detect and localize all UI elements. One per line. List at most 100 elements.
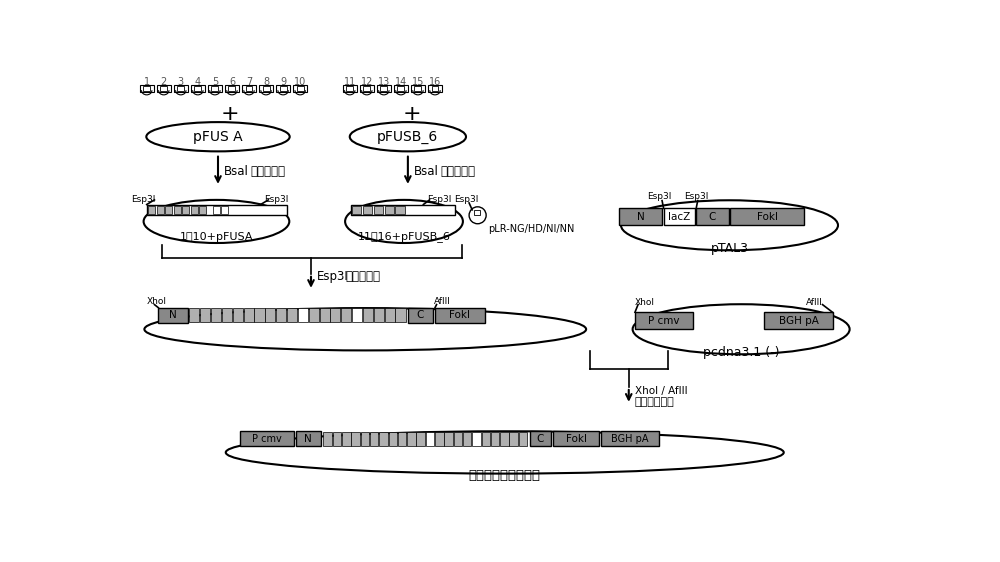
Text: 16: 16 [429,76,441,87]
Text: Esp3I: Esp3I [264,196,289,205]
Bar [519,432,527,446]
Bar [601,431,659,446]
Bar [394,85,408,92]
Ellipse shape [146,122,290,151]
Bar [361,432,369,446]
Text: C: C [709,212,716,222]
Bar [221,206,228,214]
Text: Xhol: Xhol [147,297,167,306]
Bar [211,86,218,91]
Ellipse shape [144,308,586,351]
Bar [194,86,201,91]
Bar [346,86,353,91]
Bar [213,206,220,214]
Bar [363,309,373,323]
Bar [388,432,397,446]
Bar [428,85,442,92]
Bar [330,309,340,323]
Text: P cmv: P cmv [252,433,282,443]
Bar [240,431,294,446]
Text: 15: 15 [412,76,424,87]
Bar [189,309,199,323]
Bar [474,210,480,215]
Bar [500,432,509,446]
Text: 5: 5 [212,76,218,87]
Bar [191,206,198,214]
Bar [147,205,287,215]
Bar [263,86,270,91]
Bar [244,309,254,323]
Text: pTAL3: pTAL3 [710,242,748,255]
Bar [309,309,319,323]
Text: 酒切、连接: 酒切、连接 [251,165,286,178]
Bar [222,309,232,323]
Bar [342,432,351,446]
Text: 8: 8 [263,76,269,87]
Text: BGH pA: BGH pA [779,316,818,326]
Bar [296,431,321,446]
Bar [398,432,406,446]
Bar [333,432,341,446]
Bar [374,206,383,214]
Bar [454,432,462,446]
Text: Esp3I: Esp3I [648,192,672,201]
Bar [211,309,221,323]
Bar [491,432,499,446]
Bar [254,309,264,323]
Bar [287,309,297,323]
Text: 9: 9 [280,76,286,87]
Text: pFUSB_6: pFUSB_6 [377,130,438,144]
Text: 酒切、连接: 酒切、连接 [346,270,381,283]
Bar [174,206,181,214]
Bar [200,309,210,323]
Text: Bsal: Bsal [224,165,249,178]
Bar [225,85,239,92]
Text: Esp3I: Esp3I [684,192,708,201]
Bar [370,432,378,446]
Bar [343,85,357,92]
Bar [435,307,485,323]
Bar [635,312,693,329]
Bar [664,209,695,225]
Bar [140,85,154,92]
Bar [352,206,361,214]
Bar [228,86,235,91]
Bar [352,309,362,323]
Ellipse shape [345,200,463,243]
Text: 2: 2 [161,76,167,87]
Text: AflII: AflII [806,298,823,307]
Text: 10: 10 [294,76,306,87]
Text: C: C [537,433,544,443]
Bar [696,209,729,225]
Text: 1˹10+pFUSA: 1˹10+pFUSA [180,232,253,242]
Text: N: N [304,433,312,443]
Bar [165,206,172,214]
Bar [482,432,490,446]
Bar [143,86,150,91]
Bar [363,86,370,91]
Bar [395,309,406,323]
Bar [509,432,518,446]
Bar [764,312,833,329]
Bar [351,205,455,215]
Bar [276,309,286,323]
Bar [408,307,433,323]
Bar [380,86,387,91]
Bar [432,86,438,91]
Bar [363,206,372,214]
Bar [148,206,155,214]
Bar [259,85,273,92]
Text: +: + [402,103,421,124]
Text: lacZ: lacZ [668,212,690,222]
Text: Esp3I: Esp3I [317,270,349,283]
Text: Xhol / AflII: Xhol / AflII [635,386,688,396]
Bar [407,432,416,446]
Text: 转染细胞终表达载体: 转染细胞终表达载体 [469,469,541,482]
Ellipse shape [350,122,466,151]
Text: pFUS A: pFUS A [193,130,243,144]
Bar [199,206,206,214]
Ellipse shape [633,304,850,354]
Bar [553,431,599,446]
Bar [463,432,471,446]
Text: 11˹16+pFUSB_6: 11˹16+pFUSB_6 [358,232,450,242]
